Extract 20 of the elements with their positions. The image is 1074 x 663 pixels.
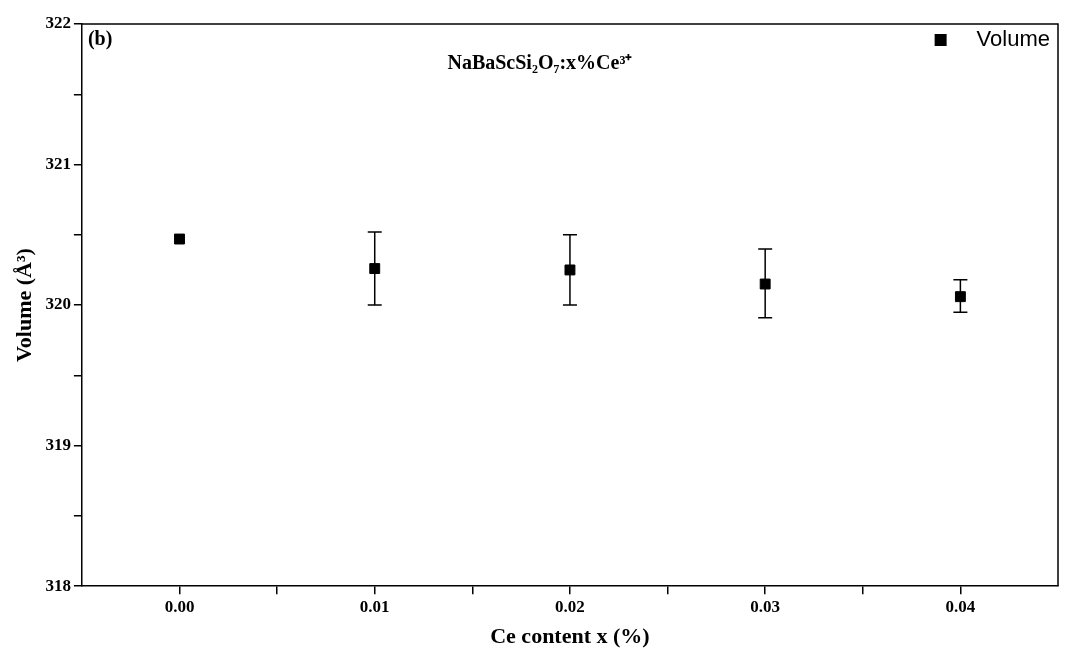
point [369,263,381,275]
x-tick-label: 0.01 [359,596,390,616]
point [564,264,576,276]
y-axis-title: Volume (Å³) [10,248,36,363]
y-tick-label: 318 [45,575,71,595]
x-tick-label: 0.04 [945,596,976,616]
legend-label: Volume [976,26,1051,52]
x-tick-label: 0.00 [164,596,195,616]
y-tick-label: 322 [45,13,71,33]
point [759,278,771,290]
x-tick-label: 0.03 [750,596,781,616]
y-tick-label: 321 [45,153,71,173]
y-tick-label: 319 [45,435,71,455]
x-axis-title: Ce content x (%) [490,623,650,649]
y-tick-label: 320 [45,294,71,314]
point [954,291,966,303]
x-tick-label: 0.02 [555,596,585,616]
point [174,233,185,245]
annotation: (b) [87,27,113,51]
text: NaBaScSi₂O₇:x%Ce³⁺ [447,51,633,74]
